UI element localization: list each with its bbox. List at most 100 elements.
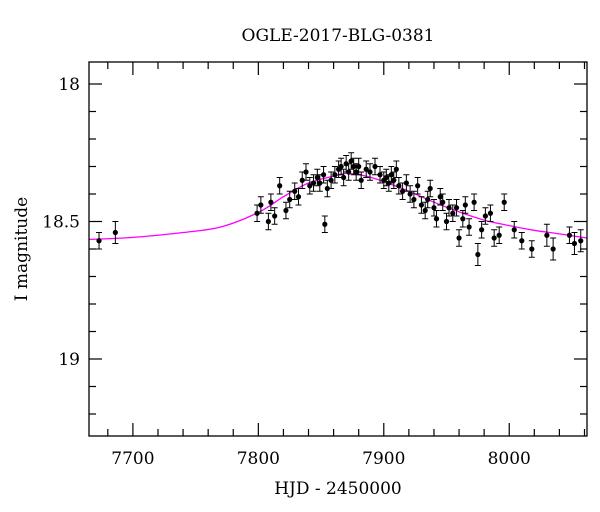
data-point <box>372 157 379 176</box>
data-marker <box>550 246 556 252</box>
data-point <box>518 232 525 250</box>
data-marker <box>377 172 383 178</box>
data-marker <box>112 229 118 236</box>
data-marker <box>446 205 452 211</box>
x-tick-label: 8000 <box>488 449 531 469</box>
data-marker <box>466 224 472 230</box>
data-point <box>449 204 456 222</box>
data-point <box>331 166 338 184</box>
data-marker <box>566 232 573 238</box>
data-marker <box>268 199 274 205</box>
data-point <box>282 201 289 220</box>
data-marker <box>363 166 369 172</box>
model-curve <box>88 172 588 241</box>
data-marker <box>348 158 354 164</box>
data-point <box>487 204 494 222</box>
data-marker <box>544 232 550 238</box>
data-point <box>324 179 331 198</box>
data-point <box>403 174 410 192</box>
data-marker <box>437 194 443 200</box>
data-point <box>383 168 390 187</box>
data-marker <box>453 205 460 211</box>
data-point <box>466 218 473 236</box>
data-point <box>414 177 421 195</box>
x-tick-label: 7900 <box>362 449 405 469</box>
data-marker <box>341 174 347 181</box>
data-marker <box>431 205 437 211</box>
data-marker <box>356 163 362 170</box>
data-marker <box>307 183 313 189</box>
data-point <box>446 199 453 217</box>
data-marker <box>391 177 397 183</box>
data-marker <box>272 213 278 219</box>
data-point <box>511 221 518 239</box>
data-marker <box>496 232 502 238</box>
data-point <box>338 157 345 176</box>
data-point <box>577 229 584 253</box>
data-marker <box>292 188 298 194</box>
data-marker <box>277 183 283 189</box>
data-point <box>388 166 395 184</box>
data-point <box>418 196 425 214</box>
data-marker <box>400 188 406 194</box>
data-marker <box>265 218 271 225</box>
data-marker <box>303 169 309 175</box>
data-marker <box>491 235 497 241</box>
y-axis-label: I magnitude <box>12 197 32 301</box>
data-marker <box>529 246 535 252</box>
data-marker <box>422 207 428 214</box>
data-marker <box>388 172 394 178</box>
data-marker <box>322 221 328 227</box>
data-point <box>358 171 365 189</box>
data-marker <box>450 210 456 216</box>
data-marker <box>403 180 409 186</box>
data-marker <box>254 210 260 216</box>
data-point <box>295 188 302 206</box>
data-marker <box>317 180 323 186</box>
data-marker <box>346 169 352 175</box>
data-point <box>422 201 429 220</box>
data-marker <box>443 218 450 225</box>
data-marker <box>475 251 481 258</box>
data-marker <box>295 194 302 200</box>
data-point <box>501 193 508 211</box>
data-point <box>427 179 434 198</box>
data-point <box>303 163 310 181</box>
data-marker <box>314 174 320 181</box>
data-marker <box>328 177 334 183</box>
data-marker <box>519 238 525 244</box>
data-marker <box>367 169 373 175</box>
data-point <box>407 185 414 203</box>
data-point <box>571 232 578 255</box>
data-point <box>543 223 550 247</box>
data-marker <box>393 166 399 172</box>
data-marker <box>578 238 584 244</box>
data-marker <box>501 199 507 205</box>
data-point <box>566 226 573 244</box>
axis-ticks-layer <box>89 62 587 436</box>
data-point <box>321 215 328 233</box>
data-point <box>410 190 417 209</box>
data-marker <box>258 202 264 208</box>
data-point <box>363 160 370 178</box>
data-marker <box>338 163 344 170</box>
data-marker <box>460 216 466 222</box>
plot-frame <box>88 61 588 437</box>
data-point <box>433 210 440 228</box>
data-point <box>366 163 373 181</box>
data-marker <box>462 202 468 208</box>
data-marker <box>283 207 289 214</box>
data-point <box>491 229 498 247</box>
data-marker <box>299 177 305 183</box>
data-marker <box>511 227 517 233</box>
data-point <box>528 240 535 258</box>
data-point <box>320 166 327 184</box>
data-point <box>453 199 460 217</box>
data-marker <box>96 238 102 244</box>
data-marker <box>482 213 488 219</box>
data-points-layer <box>96 152 584 266</box>
data-marker <box>471 199 477 205</box>
data-point <box>439 193 446 211</box>
data-point <box>424 190 431 209</box>
